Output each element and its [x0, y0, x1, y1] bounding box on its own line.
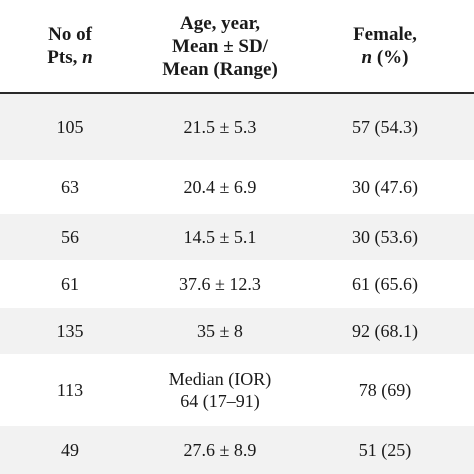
- cell-female: 61 (65.6): [352, 274, 418, 294]
- cell-female: 30 (53.6): [352, 227, 418, 247]
- cell-age: 35 ± 8: [197, 321, 243, 341]
- cell-female: 30 (47.6): [352, 177, 418, 197]
- table-row: 49 27.6 ± 8.9 51 (25): [0, 426, 474, 474]
- cell-pts: 61: [61, 274, 79, 294]
- cell-age: 21.5 ± 5.3: [183, 117, 257, 137]
- cell-pts: 49: [61, 440, 79, 460]
- cell-age: 14.5 ± 5.1: [183, 227, 257, 247]
- header-no-of-pts: No of Pts, n: [47, 24, 93, 68]
- cell-pts: 135: [56, 321, 84, 341]
- table-row: 113 Median (IOR) 64 (17–91) 78 (69): [0, 354, 474, 426]
- cell-female: 92 (68.1): [352, 321, 418, 341]
- cell-age-line2: 64 (17–91): [180, 391, 260, 411]
- table-row: 105 21.5 ± 5.3 57 (54.3): [0, 94, 474, 160]
- cell-age: 20.4 ± 6.9: [183, 177, 257, 197]
- cell-pts: 113: [56, 380, 84, 400]
- cell-female: 78 (69): [358, 380, 412, 400]
- cell-female: 51 (25): [358, 440, 412, 460]
- table-row: 63 20.4 ± 6.9 30 (47.6): [0, 160, 474, 214]
- table-row: 135 35 ± 8 92 (68.1): [0, 308, 474, 354]
- header-age: Age, year, Mean ± SD/ Mean (Range): [162, 12, 278, 80]
- table-row: 61 37.6 ± 12.3 61 (65.6): [0, 260, 474, 308]
- cell-pts: 63: [61, 177, 79, 197]
- table-header: No of Pts, n Age, year, Mean ± SD/ Mean …: [0, 0, 474, 94]
- cell-age: 37.6 ± 12.3: [179, 274, 261, 294]
- cell-pts: 105: [56, 117, 84, 137]
- header-female: Female, n (%): [353, 24, 417, 68]
- cell-female: 57 (54.3): [352, 117, 418, 137]
- cell-age-line1: Median (IOR): [168, 369, 272, 389]
- cell-age: Median (IOR) 64 (17–91): [130, 354, 310, 426]
- cell-age: 27.6 ± 8.9: [183, 440, 257, 460]
- table-row: 56 14.5 ± 5.1 30 (53.6): [0, 214, 474, 260]
- cell-pts: 56: [61, 227, 79, 247]
